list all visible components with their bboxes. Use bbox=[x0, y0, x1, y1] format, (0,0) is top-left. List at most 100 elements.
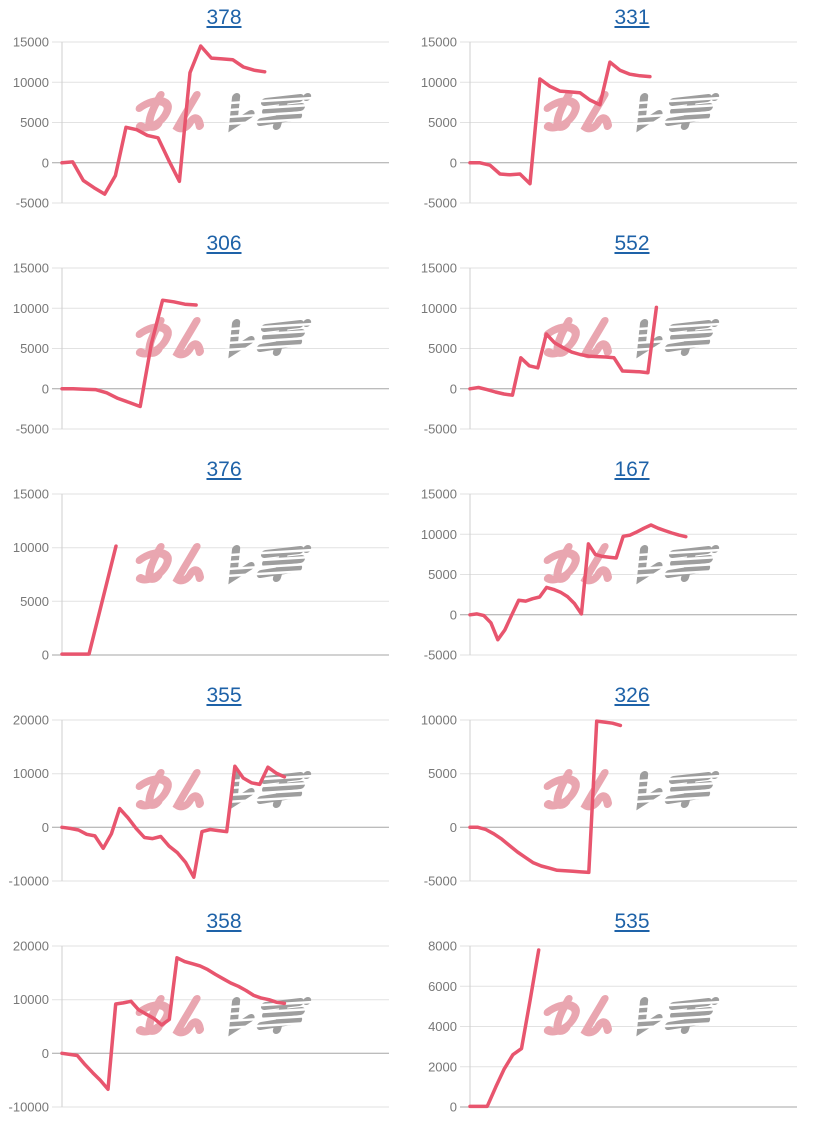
y-axis-tick-label: 5000 bbox=[428, 341, 457, 356]
chart-title-row: 376 bbox=[0, 452, 408, 482]
y-axis-tick-label: 2000 bbox=[428, 1059, 457, 1074]
y-axis-tick-label: 6000 bbox=[428, 979, 457, 994]
chart-plot: 20000 10000 0 -10000 bbox=[9, 939, 389, 1115]
y-axis-tick-label: 5000 bbox=[428, 115, 457, 130]
y-axis-tick-label: -5000 bbox=[424, 422, 457, 437]
y-axis-tick-label: -5000 bbox=[16, 422, 49, 437]
chart-card-326: 326 10000 5000 0 -5000 bbox=[408, 678, 816, 904]
chart-title-link[interactable]: 552 bbox=[614, 232, 650, 255]
chart-card-355: 355 20000 10000 0 -10000 bbox=[0, 678, 408, 904]
chart-title-link[interactable]: 167 bbox=[614, 458, 650, 481]
y-axis-tick-label: 0 bbox=[450, 381, 457, 396]
y-axis-tick-label: -10000 bbox=[9, 874, 49, 889]
chart-plot: 15000 10000 5000 0 -5000 bbox=[13, 261, 389, 437]
y-axis-tick-label: -10000 bbox=[9, 1100, 49, 1115]
data-line bbox=[468, 948, 541, 1109]
chart-card-167: 167 15000 10000 5000 0 -5000 bbox=[408, 452, 816, 678]
watermark-minrepo-logo bbox=[543, 545, 722, 580]
y-axis-tick-label: 0 bbox=[42, 1046, 49, 1061]
watermark-minrepo-logo bbox=[543, 93, 722, 128]
chart-title-link[interactable]: 306 bbox=[206, 232, 242, 255]
y-axis-tick-label: 5000 bbox=[20, 115, 49, 130]
y-axis-tick-label: 0 bbox=[42, 155, 49, 170]
chart-card-358: 358 20000 10000 0 -10000 bbox=[0, 904, 408, 1130]
data-line bbox=[60, 544, 118, 656]
y-axis-tick-label: 5000 bbox=[428, 766, 457, 781]
chart-title-row: 552 bbox=[408, 226, 816, 256]
watermark-minrepo-logo bbox=[135, 771, 314, 806]
chart-title-link[interactable]: 358 bbox=[206, 910, 242, 933]
y-axis-tick-label: 15000 bbox=[13, 35, 49, 50]
chart-plot: 15000 10000 5000 0 bbox=[13, 487, 389, 663]
data-line bbox=[468, 719, 623, 875]
data-line bbox=[468, 60, 652, 186]
chart-plot: 10000 5000 0 -5000 bbox=[421, 713, 797, 889]
y-axis-tick-label: 10000 bbox=[421, 527, 457, 542]
watermark-minrepo-logo bbox=[135, 319, 314, 354]
data-line bbox=[60, 44, 267, 196]
y-axis-tick-label: 10000 bbox=[13, 540, 49, 555]
y-axis-tick-label: -5000 bbox=[424, 648, 457, 663]
data-line bbox=[60, 956, 287, 1092]
data-line bbox=[468, 305, 659, 397]
chart-title-row: 535 bbox=[408, 904, 816, 934]
y-axis-tick-label: 15000 bbox=[421, 487, 457, 502]
chart-title-link[interactable]: 378 bbox=[206, 6, 242, 29]
y-axis-tick-label: 15000 bbox=[421, 261, 457, 276]
y-axis-tick-label: 0 bbox=[450, 820, 457, 835]
watermark-minrepo-logo bbox=[135, 545, 314, 580]
y-axis-tick-label: 0 bbox=[42, 820, 49, 835]
chart-card-535: 535 8000 6000 4000 2000 0 bbox=[408, 904, 816, 1130]
data-line bbox=[60, 764, 287, 879]
chart-plot: 20000 10000 0 -10000 bbox=[9, 713, 389, 889]
chart-title-link[interactable]: 535 bbox=[614, 910, 650, 933]
y-axis-tick-label: 10000 bbox=[13, 301, 49, 316]
watermark-minrepo-logo bbox=[543, 997, 722, 1032]
chart-plot: 15000 10000 5000 0 -5000 bbox=[421, 261, 797, 437]
y-axis-tick-label: 10000 bbox=[13, 75, 49, 90]
chart-title-link[interactable]: 326 bbox=[614, 684, 650, 707]
y-axis-tick-label: 0 bbox=[42, 381, 49, 396]
y-axis-tick-label: 10000 bbox=[13, 992, 49, 1007]
chart-card-378: 378 15000 10000 5000 0 -5000 bbox=[0, 0, 408, 226]
y-axis-tick-label: 10000 bbox=[421, 75, 457, 90]
chart-card-331: 331 15000 10000 5000 0 -5000 bbox=[408, 0, 816, 226]
y-axis-tick-label: 5000 bbox=[20, 341, 49, 356]
y-axis-tick-label: 15000 bbox=[13, 261, 49, 276]
chart-plot: 8000 6000 4000 2000 0 bbox=[428, 939, 797, 1115]
chart-title-row: 331 bbox=[408, 0, 816, 30]
data-line bbox=[468, 523, 688, 642]
y-axis-tick-label: 0 bbox=[450, 1100, 457, 1115]
chart-title-row: 358 bbox=[0, 904, 408, 934]
chart-card-306: 306 15000 10000 5000 0 -5000 bbox=[0, 226, 408, 452]
y-axis-tick-label: 15000 bbox=[13, 487, 49, 502]
chart-plot: 15000 10000 5000 0 -5000 bbox=[13, 35, 389, 211]
chart-card-376: 376 15000 10000 5000 0 bbox=[0, 452, 408, 678]
chart-title-row: 306 bbox=[0, 226, 408, 256]
y-axis-tick-label: 5000 bbox=[20, 594, 49, 609]
y-axis-tick-label: 10000 bbox=[421, 301, 457, 316]
y-axis-tick-label: -5000 bbox=[16, 196, 49, 211]
watermark-minrepo-logo bbox=[135, 93, 314, 128]
watermark-minrepo-logo bbox=[543, 771, 722, 806]
chart-card-552: 552 15000 10000 5000 0 -5000 bbox=[408, 226, 816, 452]
y-axis-tick-label: -5000 bbox=[424, 196, 457, 211]
y-axis-tick-label: 10000 bbox=[13, 766, 49, 781]
chart-plot: 15000 10000 5000 0 -5000 bbox=[421, 35, 797, 211]
y-axis-tick-label: 10000 bbox=[421, 713, 457, 728]
y-axis-tick-label: 0 bbox=[450, 607, 457, 622]
y-axis-tick-label: -5000 bbox=[424, 874, 457, 889]
chart-title-row: 167 bbox=[408, 452, 816, 482]
chart-title-link[interactable]: 331 bbox=[614, 6, 650, 29]
y-axis-tick-label: 20000 bbox=[13, 713, 49, 728]
chart-title-row: 378 bbox=[0, 0, 408, 30]
y-axis-tick-label: 0 bbox=[42, 648, 49, 663]
y-axis-tick-label: 15000 bbox=[421, 35, 457, 50]
watermark-minrepo-logo bbox=[135, 997, 314, 1032]
chart-title-link[interactable]: 355 bbox=[206, 684, 242, 707]
data-line bbox=[60, 298, 198, 409]
chart-title-link[interactable]: 376 bbox=[206, 458, 242, 481]
chart-title-row: 326 bbox=[408, 678, 816, 708]
y-axis-tick-label: 0 bbox=[450, 155, 457, 170]
